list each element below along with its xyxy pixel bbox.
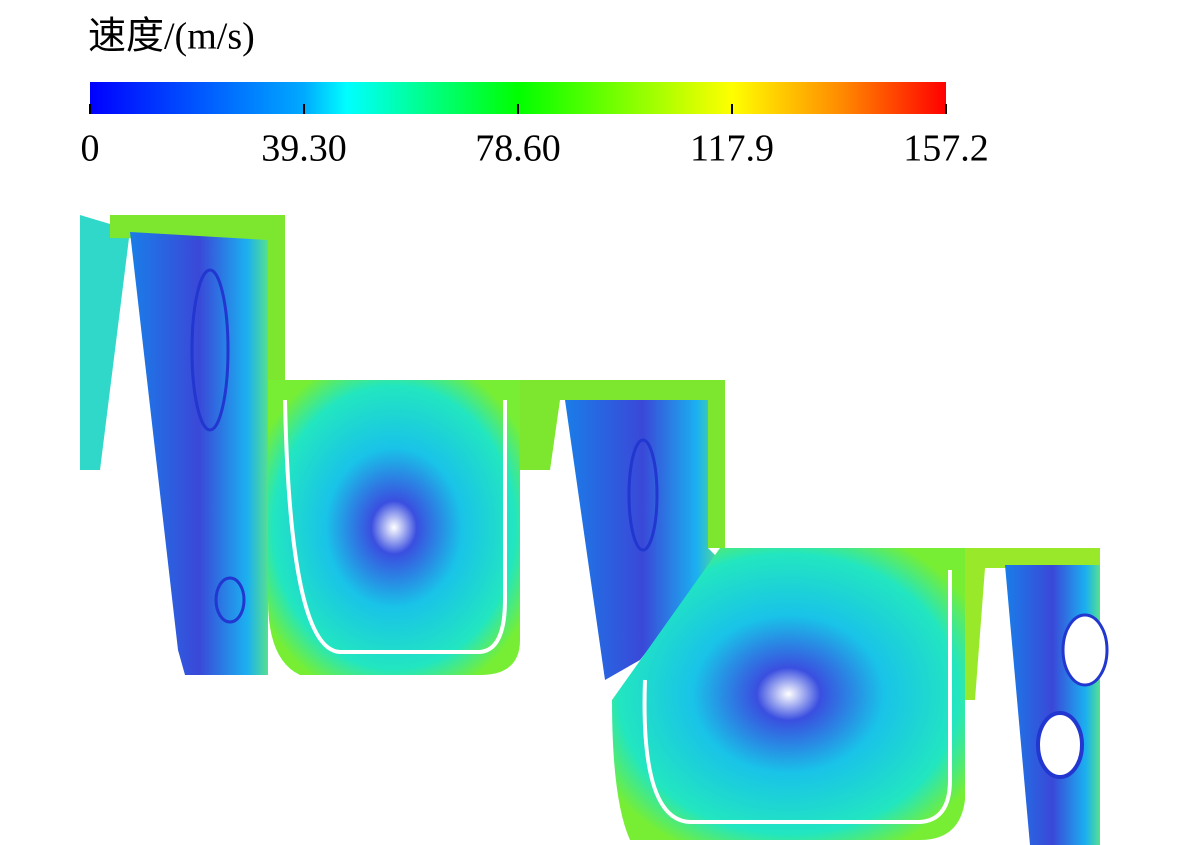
colorbar-tick-label: 78.60 — [475, 128, 561, 170]
colorbar-tick-label: 117.9 — [690, 128, 774, 170]
flow-field — [80, 215, 1109, 845]
colorbar-tick-label: 0 — [81, 128, 100, 170]
colorbar-tick-label: 39.30 — [261, 128, 347, 170]
colorbar-tick-label: 157.2 — [903, 128, 989, 170]
colorbar-title: 速度/(m/s) — [88, 16, 255, 58]
